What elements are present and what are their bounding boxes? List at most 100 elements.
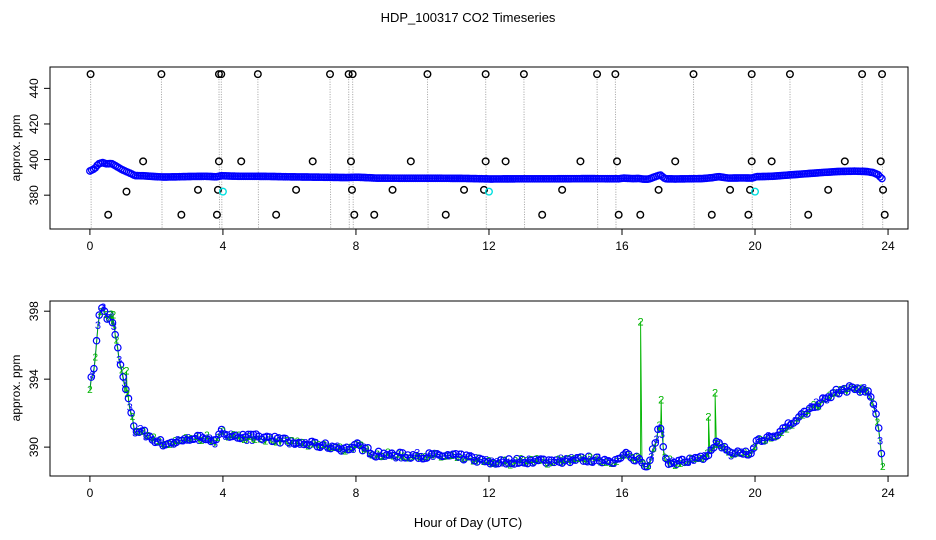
series-1-marker (640, 462, 649, 471)
series-3-marker: 3 (393, 453, 399, 465)
calibration-point (370, 210, 379, 219)
series-3-marker: 3 (244, 435, 250, 447)
series-3-marker: 3 (308, 436, 314, 448)
panel0-x-tick-label: 4 (220, 239, 227, 253)
calibration-point (139, 157, 148, 166)
series-3-marker: 3 (829, 388, 835, 400)
spike-high-point (747, 70, 756, 79)
series-3-marker: 3 (590, 457, 596, 469)
series-3-marker: 3 (435, 450, 441, 462)
series-3-marker: 3 (622, 449, 628, 461)
calibration-point (654, 185, 663, 194)
series-2-marker: 2 (422, 452, 428, 463)
series-3-marker: 3 (707, 445, 713, 457)
calibration-point (212, 210, 221, 219)
series-3-marker: 3 (132, 427, 138, 439)
series-2-marker: 2 (279, 434, 285, 445)
series-2-marker: 2 (183, 433, 189, 444)
series-3-marker: 3 (872, 403, 878, 415)
series-3-marker: 3 (643, 462, 649, 474)
co2-point (876, 172, 884, 181)
panel0-y-tick-label: 440 (27, 78, 41, 98)
series-2-spike-marker: 2 (705, 412, 711, 424)
series-2-spike-marker: 2 (110, 310, 116, 322)
series-3-marker: 3 (489, 456, 495, 468)
bottom-panel-series: 2323232323232323232323232323232323232323… (87, 302, 886, 474)
series-2-marker: 2 (284, 436, 290, 447)
series-2-marker: 2 (625, 451, 631, 462)
spike-line (218, 74, 221, 230)
series-3-marker: 3 (866, 390, 872, 402)
series-2-marker: 2 (555, 455, 561, 466)
spike-high-point (217, 70, 226, 79)
series-3-marker: 3 (654, 434, 660, 446)
series-2-spike-marker: 2 (712, 388, 718, 400)
series-2-marker: 2 (241, 435, 247, 446)
series-3-marker: 3 (223, 431, 229, 443)
panel0-y-tick-label: 400 (27, 149, 41, 169)
spike-high-point (785, 70, 794, 79)
series-2-marker: 2 (827, 391, 833, 402)
series-2-marker: 2 (486, 456, 492, 467)
series-2-marker: 2 (651, 443, 657, 454)
series-3-marker: 3 (739, 447, 745, 459)
series-3-marker: 3 (611, 458, 617, 470)
series-1-marker (90, 364, 98, 373)
series-3-marker: 3 (446, 450, 452, 462)
series-3-marker: 3 (616, 453, 622, 465)
spike-line (220, 74, 223, 230)
series-3-marker: 3 (536, 455, 542, 467)
series-3-marker: 3 (249, 435, 255, 447)
series-3-marker: 3 (776, 427, 782, 439)
top-panel-ylabel: approx. ppm (9, 115, 23, 182)
series-3-marker: 3 (840, 384, 846, 396)
series-2-marker: 2 (784, 424, 790, 435)
series-2-marker: 2 (172, 436, 178, 447)
series-2-marker: 2 (406, 454, 412, 465)
series-3-marker: 3 (856, 384, 862, 396)
calibration-point (707, 210, 716, 219)
series-3-marker: 3 (462, 453, 468, 465)
series-1-marker (656, 424, 665, 433)
series-3-marker: 3 (457, 449, 463, 461)
calibration-point (746, 185, 755, 194)
series-3-marker: 3 (318, 440, 324, 452)
series-2-marker: 2 (348, 443, 354, 454)
series-2-marker: 2 (433, 449, 439, 460)
series-2-marker: 2 (848, 382, 854, 393)
series-1-marker (808, 403, 817, 412)
series-2-line (89, 308, 884, 470)
calibration-point (441, 210, 450, 219)
series-2-marker: 2 (343, 446, 349, 457)
spike-high-point (519, 70, 528, 79)
series-2-marker: 2 (252, 435, 258, 446)
calibration-point (614, 210, 623, 219)
series-2-marker: 2 (816, 402, 822, 413)
series-2-marker: 2 (124, 389, 130, 400)
calibration-point (350, 210, 359, 219)
series-3-marker: 3 (111, 321, 117, 333)
series-1-marker (749, 444, 758, 452)
series-3-marker: 3 (276, 433, 282, 445)
series-2-marker: 2 (454, 453, 460, 464)
series-1-marker (119, 373, 127, 381)
spike-high-point (611, 70, 620, 79)
series-2-marker: 2 (108, 310, 114, 321)
series-3-marker: 3 (755, 435, 761, 447)
x-axis-label: Hour of Day (UTC) (414, 515, 522, 530)
series-1-marker (122, 385, 130, 394)
series-2-marker: 2 (539, 456, 545, 467)
series-3-marker: 3 (521, 458, 527, 470)
series-1-marker (438, 452, 447, 461)
calibration-point (744, 210, 753, 219)
series-3-marker: 3 (659, 429, 665, 441)
series-2-marker: 2 (146, 431, 152, 442)
series-2-marker: 2 (140, 426, 146, 437)
calibration-point (460, 185, 469, 194)
series-3-marker: 3 (606, 455, 612, 467)
series-2-marker: 2 (295, 437, 301, 448)
series-2-marker: 2 (609, 459, 615, 470)
series-2-marker: 2 (364, 444, 370, 455)
series-2-marker: 2 (646, 461, 652, 472)
series-2-marker: 2 (821, 394, 827, 405)
